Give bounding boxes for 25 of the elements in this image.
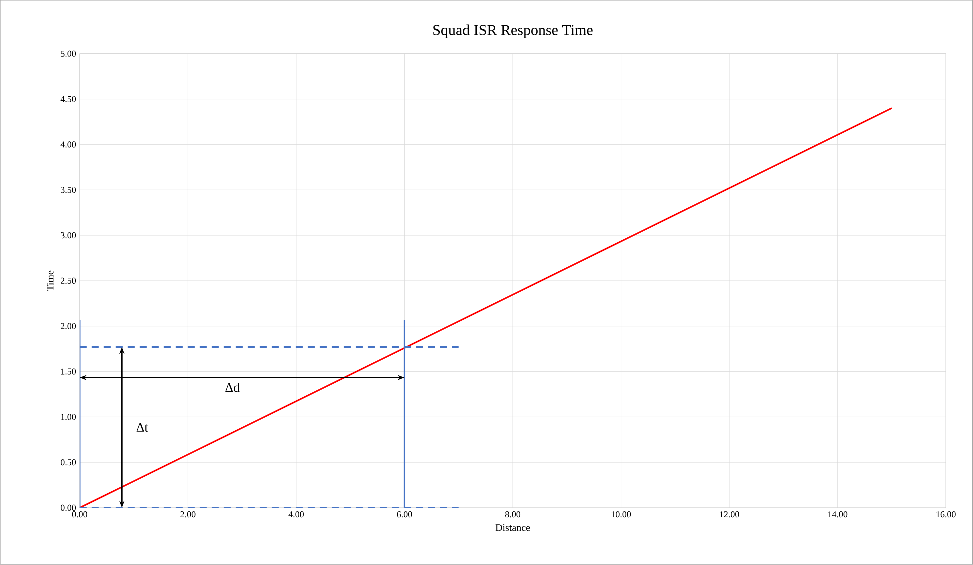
y-tick-label: 0.50 (60, 460, 76, 466)
annotation: Δt (136, 423, 148, 432)
y-tick-label: 4.50 (60, 96, 76, 102)
y-tick-label: 1.50 (61, 368, 76, 375)
y-tick-label: 4.00 (60, 142, 76, 148)
chart-title: Squad ISR Response Time (434, 24, 593, 38)
y-tick-label: 0.00 (60, 504, 76, 512)
y-tick-label: 3.50 (61, 187, 76, 194)
y-tick-label: 1.00 (61, 414, 76, 420)
x-tick-label: 10.00 (612, 512, 632, 518)
y-tick-label: 2.00 (61, 323, 76, 330)
x-tick-label: 2.00 (180, 512, 196, 518)
y-axis-title: Time (47, 270, 54, 292)
y-tick-label: 3.00 (61, 232, 76, 239)
x-tick-label: 16.00 (936, 512, 956, 518)
x-tick-label: 6.00 (397, 512, 412, 518)
x-tick-label: 14.00 (828, 512, 848, 518)
x-axis-title: Distance (496, 524, 530, 532)
x-tick-label: 4.00 (288, 512, 304, 518)
x-tick-label: 0.00 (72, 512, 88, 518)
y-tick-label: 2.50 (61, 278, 76, 284)
x-tick-label: 12.00 (720, 512, 740, 518)
x-tick-label: 8.00 (505, 512, 521, 518)
annotation: Δd (226, 383, 240, 392)
y-tick-label: 5.00 (61, 50, 76, 58)
